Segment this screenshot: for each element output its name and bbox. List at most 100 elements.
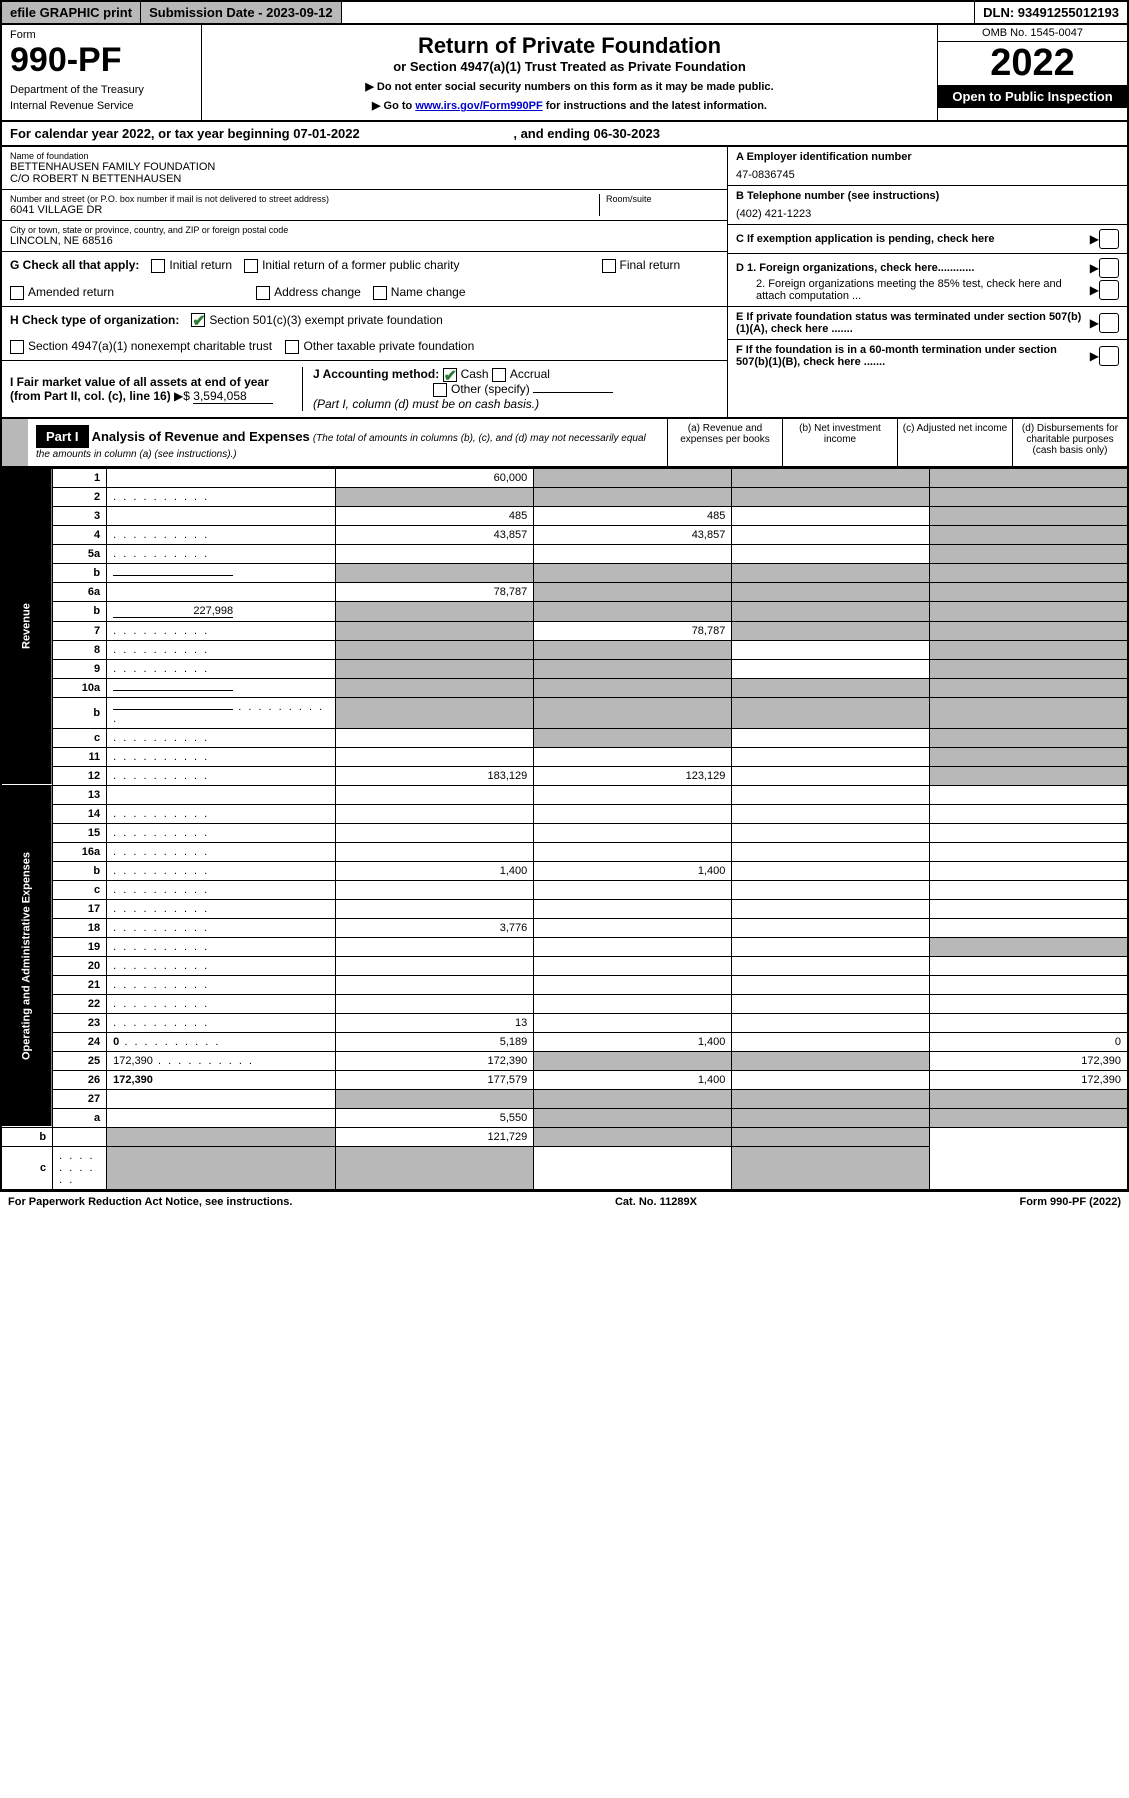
cell-d <box>930 880 1128 899</box>
row-number: c <box>53 728 107 747</box>
initial-former-checkbox[interactable] <box>244 259 258 273</box>
opex-section-label: Operating and Administrative Expenses <box>1 785 53 1127</box>
cell-a <box>336 994 534 1013</box>
d2-checkbox[interactable] <box>1099 280 1119 300</box>
main-table: Revenue160,00023485485443,85743,8575ab 6… <box>0 468 1129 1191</box>
row-desc <box>107 468 336 487</box>
dln: DLN: 93491255012193 <box>974 2 1127 23</box>
row-number: 13 <box>53 785 107 804</box>
cell-d <box>930 678 1128 697</box>
omb-number: OMB No. 1545-0047 <box>938 25 1127 42</box>
f-checkbox[interactable] <box>1099 346 1119 366</box>
cell-d <box>930 956 1128 975</box>
e-checkbox[interactable] <box>1099 313 1119 333</box>
table-row: 14 <box>1 804 1128 823</box>
cell-c <box>732 880 930 899</box>
initial-return-checkbox[interactable] <box>151 259 165 273</box>
cell-c <box>732 728 930 747</box>
d1-checkbox[interactable] <box>1099 258 1119 278</box>
cell-d <box>930 785 1128 804</box>
row-desc <box>107 842 336 861</box>
cell-a: 78,787 <box>336 582 534 601</box>
table-row: 16a <box>1 842 1128 861</box>
cell-b <box>534 747 732 766</box>
cell-c <box>534 1146 732 1190</box>
row-desc <box>107 880 336 899</box>
other-taxable-checkbox[interactable] <box>285 340 299 354</box>
subtitle: or Section 4947(a)(1) Trust Treated as P… <box>210 59 929 74</box>
cell-b <box>534 544 732 563</box>
row-number: 26 <box>53 1070 107 1089</box>
top-bar: efile GRAPHIC print Submission Date - 20… <box>0 0 1129 25</box>
c-checkbox[interactable] <box>1099 229 1119 249</box>
table-row: b 227,998 <box>1 601 1128 621</box>
cell-c <box>732 1108 930 1127</box>
cell-b <box>534 601 732 621</box>
row-number: b <box>53 697 107 728</box>
4947-checkbox[interactable] <box>10 340 24 354</box>
row-number: 1 <box>53 468 107 487</box>
cell-c <box>732 582 930 601</box>
row-desc <box>107 728 336 747</box>
cell-a <box>336 1089 534 1108</box>
row-desc <box>107 678 336 697</box>
cell-a <box>336 697 534 728</box>
501c3-checkbox[interactable] <box>191 313 205 327</box>
table-row: Revenue160,000 <box>1 468 1128 487</box>
address-change-checkbox[interactable] <box>256 286 270 300</box>
cell-b <box>534 918 732 937</box>
table-row: a5,550 <box>1 1108 1128 1127</box>
part1-header-row: Part I Analysis of Revenue and Expenses … <box>0 419 1129 468</box>
col-a-head: (a) Revenue and expenses per books <box>667 419 782 466</box>
instruction-1: ▶ Do not enter social security numbers o… <box>210 80 929 93</box>
instruction-2: ▶ Go to www.irs.gov/Form990PF for instru… <box>210 99 929 112</box>
row-desc: 0 <box>107 1032 336 1051</box>
cell-c <box>732 468 930 487</box>
cell-a <box>336 601 534 621</box>
row-number: 18 <box>53 918 107 937</box>
footer: For Paperwork Reduction Act Notice, see … <box>0 1191 1129 1212</box>
cell-d <box>930 640 1128 659</box>
other-method-checkbox[interactable] <box>433 383 447 397</box>
name-change-checkbox[interactable] <box>373 286 387 300</box>
cell-d <box>732 1146 930 1190</box>
cell-b: 123,129 <box>534 766 732 785</box>
table-row: 443,85743,857 <box>1 525 1128 544</box>
row-desc <box>107 747 336 766</box>
table-row: 2405,1891,4000 <box>1 1032 1128 1051</box>
row-desc: 172,390 <box>107 1051 336 1070</box>
row-number: 4 <box>53 525 107 544</box>
cell-a: 60,000 <box>336 468 534 487</box>
cell-b <box>534 937 732 956</box>
row-number: 15 <box>53 823 107 842</box>
final-return-checkbox[interactable] <box>602 259 616 273</box>
cell-a <box>336 975 534 994</box>
row-desc <box>107 697 336 728</box>
row-number: 24 <box>53 1032 107 1051</box>
table-row: 8 <box>1 640 1128 659</box>
row-desc <box>53 1146 107 1190</box>
cell-b <box>534 1089 732 1108</box>
cell-a: 177,579 <box>336 1070 534 1089</box>
cell-a: 5,550 <box>336 1108 534 1127</box>
cell-d <box>930 525 1128 544</box>
row-number: 8 <box>53 640 107 659</box>
cell-d <box>930 842 1128 861</box>
row-number: 19 <box>53 937 107 956</box>
cell-a <box>107 1127 336 1146</box>
cell-a <box>107 1146 336 1190</box>
cell-c <box>732 1051 930 1070</box>
accrual-checkbox[interactable] <box>492 368 506 382</box>
row-desc <box>107 956 336 975</box>
tax-year: 2022 <box>938 42 1127 85</box>
col-d-head: (d) Disbursements for charitable purpose… <box>1012 419 1127 466</box>
irs-link[interactable]: www.irs.gov/Form990PF <box>415 100 542 112</box>
amended-return-checkbox[interactable] <box>10 286 24 300</box>
cell-c <box>732 544 930 563</box>
row-number: 20 <box>53 956 107 975</box>
main-title: Return of Private Foundation <box>210 33 929 59</box>
cell-c <box>732 785 930 804</box>
row-desc <box>107 899 336 918</box>
cash-checkbox[interactable] <box>443 368 457 382</box>
open-inspection: Open to Public Inspection <box>938 85 1127 108</box>
